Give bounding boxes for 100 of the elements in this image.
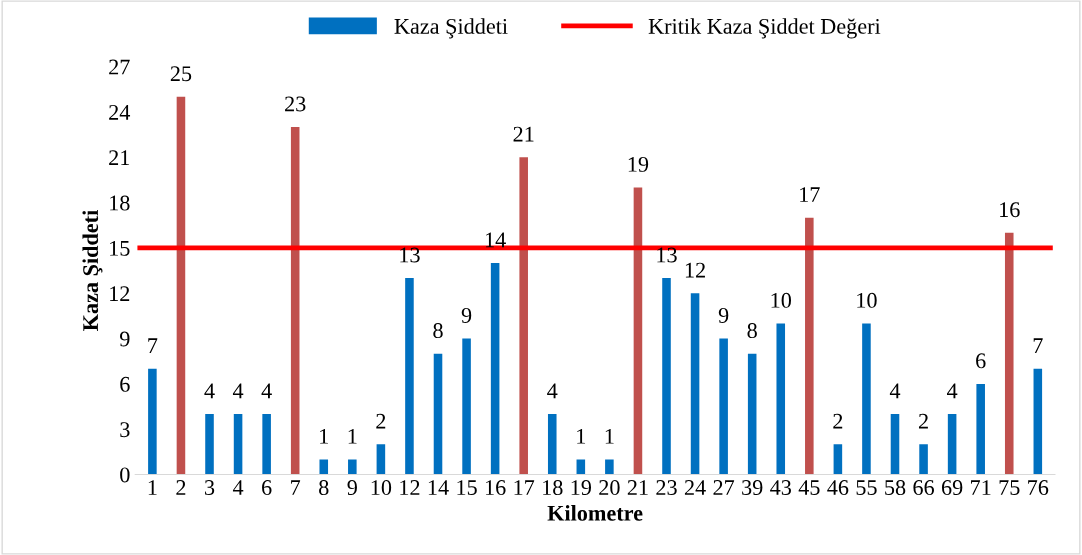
data-label: 7	[1033, 338, 1043, 353]
data-label: 4	[261, 383, 272, 399]
data-label: 4	[204, 383, 215, 399]
data-label: 23	[285, 96, 306, 112]
data-label: 2	[918, 413, 928, 429]
data-label: 10	[857, 292, 877, 308]
y-tick-label: 12	[110, 286, 130, 301]
data-label: 16	[1000, 202, 1020, 218]
y-tick-label: 24	[109, 104, 131, 120]
bar	[205, 414, 214, 475]
data-label: 8	[433, 323, 443, 339]
bar	[519, 157, 528, 475]
data-label: 4	[547, 383, 558, 399]
legend-label: Kritik Kaza Şiddet Değeri	[648, 18, 881, 39]
y-tick-label: 6	[120, 376, 130, 392]
bar	[747, 353, 757, 475]
bar	[919, 444, 928, 475]
data-label: 14	[485, 232, 506, 248]
x-tick-label: 8	[319, 480, 329, 496]
x-tick-label: 14	[428, 480, 449, 495]
y-tick-label: 18	[110, 195, 130, 211]
bar	[862, 323, 871, 475]
bar	[633, 187, 643, 475]
x-tick-label: 9	[347, 480, 357, 496]
y-tick-label: 0	[120, 467, 130, 483]
y-axis-title: Kaza Şiddeti	[82, 210, 103, 331]
data-label: 2	[833, 413, 843, 429]
bar	[719, 338, 728, 475]
bar	[605, 459, 614, 475]
x-tick-label: 75	[999, 480, 1020, 496]
x-tick-label: 4	[232, 480, 244, 495]
bar	[319, 459, 329, 475]
bar	[776, 323, 786, 475]
bar	[233, 414, 243, 475]
data-label: 4	[947, 383, 958, 399]
y-tick-label: 27	[109, 59, 130, 75]
bar	[833, 444, 843, 475]
data-label: 1	[577, 428, 586, 444]
x-tick-label: 12	[400, 480, 420, 495]
data-label: 9	[718, 307, 729, 323]
bar	[433, 353, 443, 475]
x-tick-label: 6	[262, 480, 272, 496]
bar	[1033, 368, 1043, 475]
x-tick-label: 76	[1028, 480, 1049, 496]
data-label: 10	[771, 292, 792, 308]
x-tick-label: 45	[798, 480, 820, 496]
data-label: 8	[747, 323, 757, 339]
x-tick-label: 55	[856, 480, 877, 496]
bar	[148, 368, 157, 475]
data-label: 7	[148, 338, 158, 353]
x-tick-label: 69	[941, 480, 963, 496]
x-tick-label: 15	[457, 480, 477, 496]
data-label: 17	[800, 187, 820, 202]
x-tick-label: 2	[176, 480, 186, 495]
x-tick-label: 24	[684, 480, 706, 495]
data-label: 1	[605, 428, 614, 444]
bar	[290, 127, 300, 475]
x-tick-label: 16	[485, 480, 506, 496]
x-tick-label: 3	[205, 480, 215, 496]
bar	[176, 96, 186, 475]
data-label: 2	[376, 413, 386, 429]
bar	[947, 414, 957, 475]
bar	[262, 414, 271, 475]
data-label: 21	[513, 126, 534, 142]
x-tick-label: 18	[543, 480, 563, 496]
bar	[547, 414, 557, 475]
data-label: 1	[348, 428, 357, 444]
bar	[690, 293, 700, 475]
bar	[490, 263, 500, 475]
y-tick-label: 9	[119, 331, 130, 347]
x-tick-label: 1	[148, 480, 157, 495]
bar	[376, 444, 386, 475]
data-label: 25	[170, 66, 192, 82]
x-axis-title: Kilometre	[547, 505, 643, 521]
x-tick-label: 21	[627, 480, 648, 495]
data-label: 6	[976, 353, 986, 369]
x-tick-label: 58	[885, 480, 906, 496]
x-tick-label: 10	[371, 480, 392, 496]
legend-label: Kaza Şiddeti	[394, 18, 508, 39]
x-tick-label: 23	[656, 480, 677, 496]
x-tick-label: 66	[913, 480, 935, 496]
data-label: 13	[657, 247, 677, 263]
x-tick-label: 71	[971, 480, 991, 495]
x-tick-label: 39	[742, 480, 763, 496]
data-label: 13	[400, 247, 420, 263]
bar	[1004, 232, 1014, 475]
data-label: 1	[320, 428, 328, 444]
y-tick-label: 21	[109, 150, 130, 165]
x-tick-label: 27	[713, 480, 735, 495]
x-tick-label: 7	[291, 480, 301, 495]
x-tick-label: 19	[571, 480, 592, 496]
x-tick-label: 20	[599, 480, 620, 496]
x-tick-label: 17	[514, 480, 535, 495]
bar	[348, 459, 357, 475]
y-tick-label: 15	[110, 240, 130, 256]
bar	[405, 278, 414, 475]
data-label: 9	[461, 307, 472, 323]
bar	[462, 338, 471, 475]
data-label: 19	[628, 156, 649, 172]
data-label: 12	[685, 262, 705, 278]
